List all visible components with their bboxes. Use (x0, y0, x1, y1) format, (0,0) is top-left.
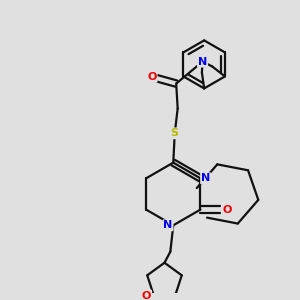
Text: O: O (142, 291, 151, 300)
Text: N: N (198, 57, 207, 67)
Text: S: S (171, 128, 179, 138)
Text: O: O (147, 72, 157, 82)
Text: O: O (222, 205, 231, 214)
Text: N: N (201, 173, 210, 183)
Text: N: N (164, 220, 172, 230)
